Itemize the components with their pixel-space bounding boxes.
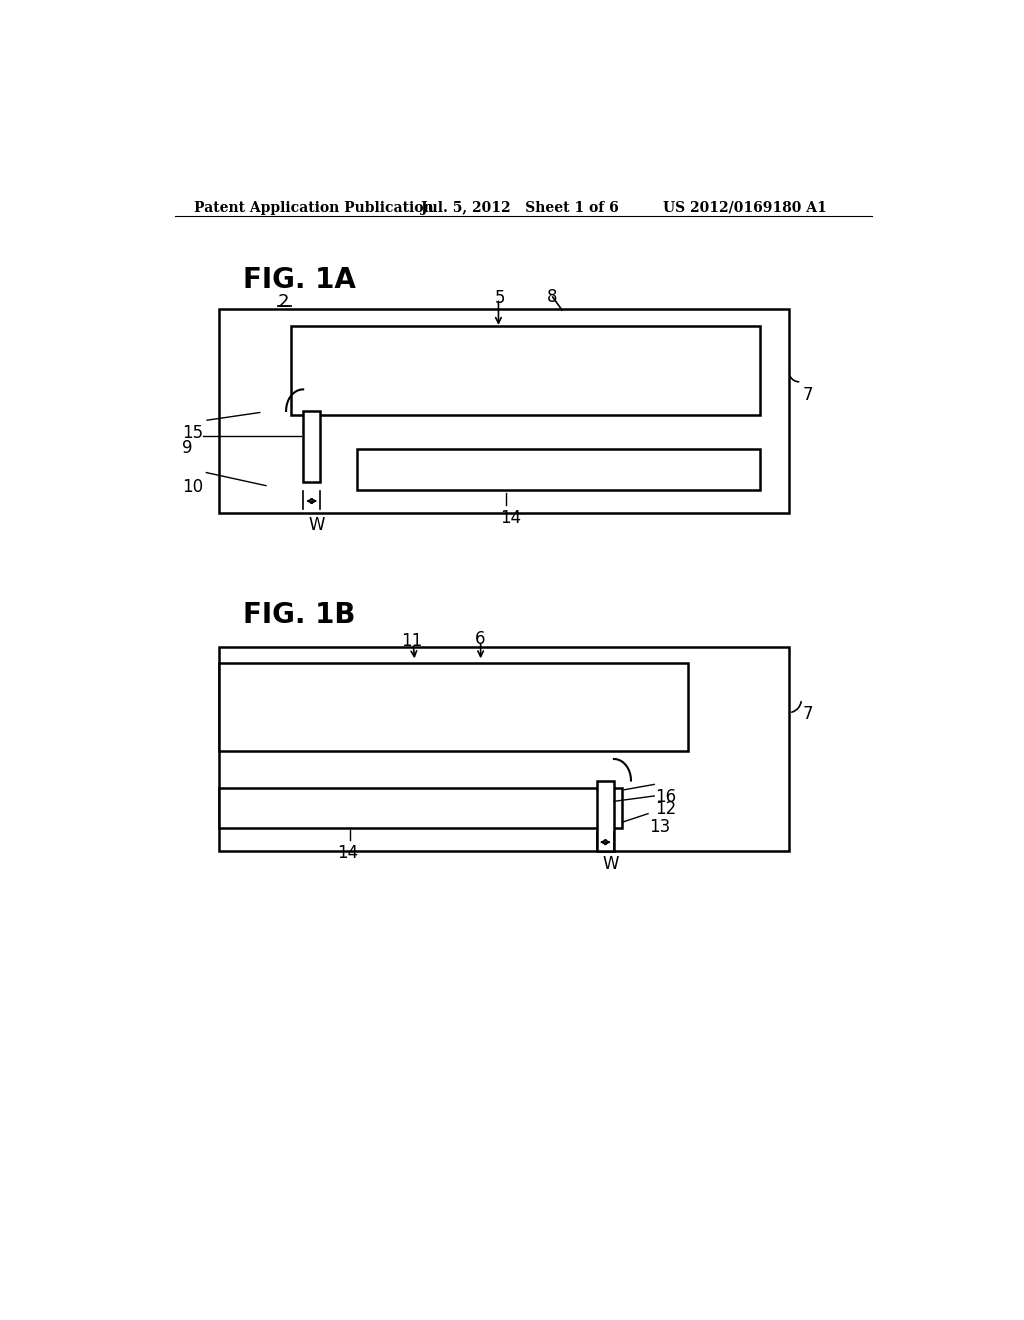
Text: 14: 14: [337, 843, 358, 862]
Bar: [597, 780, 614, 851]
Bar: [303, 411, 321, 482]
Text: 10: 10: [182, 478, 204, 496]
Text: 11: 11: [400, 632, 422, 649]
Text: FIG. 1B: FIG. 1B: [243, 601, 355, 630]
Text: US 2012/0169180 A1: US 2012/0169180 A1: [663, 201, 826, 215]
Text: 13: 13: [649, 818, 670, 837]
Bar: [219, 788, 623, 829]
Text: FIG. 1A: FIG. 1A: [243, 267, 355, 294]
Bar: [291, 326, 760, 414]
Text: 7: 7: [802, 705, 813, 723]
Bar: [356, 449, 760, 490]
Text: 7: 7: [802, 385, 813, 404]
Text: W: W: [308, 516, 325, 535]
Text: 14: 14: [500, 508, 521, 527]
Bar: [219, 663, 688, 751]
Text: 16: 16: [655, 788, 676, 807]
Text: 9: 9: [182, 440, 193, 458]
Bar: [219, 647, 790, 851]
Text: 6: 6: [475, 630, 485, 648]
Text: Patent Application Publication: Patent Application Publication: [194, 201, 433, 215]
Text: 12: 12: [655, 800, 676, 818]
Text: 8: 8: [547, 288, 557, 306]
Text: W: W: [602, 855, 618, 874]
Text: Jul. 5, 2012   Sheet 1 of 6: Jul. 5, 2012 Sheet 1 of 6: [421, 201, 618, 215]
Text: 5: 5: [495, 289, 505, 308]
Text: 15: 15: [182, 424, 204, 442]
Text: 2: 2: [278, 293, 289, 312]
Bar: [219, 309, 790, 512]
